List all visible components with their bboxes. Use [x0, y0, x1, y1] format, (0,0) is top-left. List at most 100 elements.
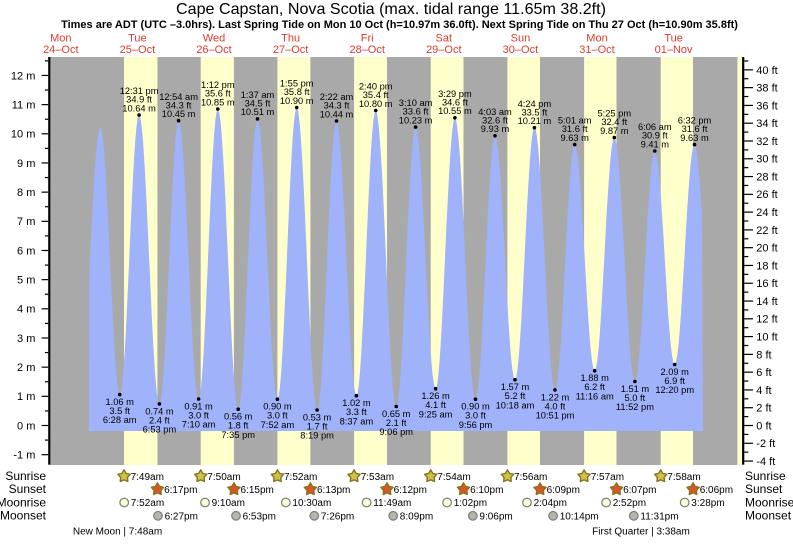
svg-text:0.91 m: 0.91 m — [184, 401, 213, 411]
svg-text:10.64 m: 10.64 m — [122, 103, 156, 113]
svg-text:30.9 ft: 30.9 ft — [642, 131, 668, 141]
svg-text:-1 m: -1 m — [13, 450, 35, 462]
svg-text:Sunrise: Sunrise — [5, 469, 46, 483]
svg-text:34.5 ft: 34.5 ft — [245, 99, 271, 109]
svg-text:3.0 ft: 3.0 ft — [267, 411, 288, 421]
svg-text:6:07pm: 6:07pm — [623, 485, 656, 496]
svg-text:0.53 m: 0.53 m — [303, 412, 332, 422]
svg-text:2.4 ft: 2.4 ft — [149, 415, 170, 425]
svg-text:28–Oct: 28–Oct — [349, 44, 384, 56]
svg-text:6 ft: 6 ft — [756, 367, 771, 379]
svg-text:30 ft: 30 ft — [756, 154, 777, 166]
svg-text:5 m: 5 m — [17, 275, 35, 287]
svg-text:1 m: 1 m — [17, 391, 35, 403]
svg-text:2:52pm: 2:52pm — [613, 498, 646, 509]
svg-text:26 ft: 26 ft — [756, 189, 777, 201]
svg-text:3.5 ft: 3.5 ft — [109, 406, 130, 416]
svg-text:2 ft: 2 ft — [756, 403, 771, 415]
svg-text:1.51 m: 1.51 m — [621, 384, 650, 394]
svg-text:4:24 pm: 4:24 pm — [518, 99, 552, 109]
svg-text:6:06 am: 6:06 am — [638, 122, 672, 132]
svg-text:12:31 pm: 12:31 pm — [120, 86, 159, 96]
svg-text:31.6 ft: 31.6 ft — [682, 124, 708, 134]
svg-text:11:31pm: 11:31pm — [640, 511, 678, 522]
svg-text:-4 ft: -4 ft — [756, 456, 775, 468]
svg-text:Moonrise: Moonrise — [0, 495, 46, 509]
svg-text:3.0 ft: 3.0 ft — [188, 411, 209, 421]
svg-text:4 m: 4 m — [17, 304, 35, 316]
svg-text:1.26 m: 1.26 m — [421, 391, 450, 401]
svg-text:10:18 am: 10:18 am — [496, 400, 535, 410]
svg-text:40 ft: 40 ft — [756, 65, 777, 77]
svg-text:33.6 ft: 33.6 ft — [403, 107, 429, 117]
svg-text:31.6 ft: 31.6 ft — [562, 124, 588, 134]
svg-text:12 ft: 12 ft — [756, 314, 777, 326]
svg-text:10.21 m: 10.21 m — [518, 116, 552, 126]
svg-text:10.55 m: 10.55 m — [438, 106, 472, 116]
svg-text:9:10am: 9:10am — [212, 498, 245, 509]
svg-text:2.1 ft: 2.1 ft — [386, 418, 407, 428]
svg-text:1.02 m: 1.02 m — [342, 398, 371, 408]
svg-text:2 m: 2 m — [17, 362, 35, 374]
svg-text:32 ft: 32 ft — [756, 136, 777, 148]
svg-text:1:12 pm: 1:12 pm — [201, 80, 235, 90]
svg-text:32.6 ft: 32.6 ft — [482, 115, 508, 125]
svg-text:9.93 m: 9.93 m — [481, 124, 510, 134]
svg-text:6:09pm: 6:09pm — [547, 485, 580, 496]
svg-text:35.8 ft: 35.8 ft — [284, 87, 310, 97]
svg-text:8:37 am: 8:37 am — [340, 416, 374, 426]
svg-text:28 ft: 28 ft — [756, 172, 777, 184]
svg-text:10:51 pm: 10:51 pm — [536, 411, 575, 421]
svg-text:6 m: 6 m — [17, 245, 35, 257]
svg-text:10.90 m: 10.90 m — [280, 96, 314, 106]
svg-text:0.90 m: 0.90 m — [461, 402, 490, 412]
svg-text:Sunset: Sunset — [9, 482, 47, 496]
svg-text:7:49am: 7:49am — [131, 472, 164, 483]
svg-text:Mon: Mon — [50, 33, 71, 45]
svg-text:2:22 am: 2:22 am — [320, 92, 354, 102]
svg-text:0 m: 0 m — [17, 420, 35, 432]
svg-text:8 ft: 8 ft — [756, 349, 771, 361]
svg-text:7:58am: 7:58am — [667, 472, 700, 483]
svg-text:0.74 m: 0.74 m — [145, 406, 174, 416]
svg-text:1.8 ft: 1.8 ft — [228, 421, 249, 431]
svg-text:7:57am: 7:57am — [591, 472, 624, 483]
svg-text:9:25 am: 9:25 am — [419, 409, 453, 419]
svg-text:2:04pm: 2:04pm — [534, 498, 567, 509]
svg-text:7:50am: 7:50am — [207, 472, 240, 483]
svg-text:0.56 m: 0.56 m — [224, 412, 253, 422]
svg-text:9.41 m: 9.41 m — [641, 139, 670, 149]
svg-text:26–Oct: 26–Oct — [196, 44, 231, 56]
svg-text:7:56am: 7:56am — [514, 472, 547, 483]
svg-text:9.87 m: 9.87 m — [600, 126, 629, 136]
svg-text:24–Oct: 24–Oct — [43, 44, 78, 56]
svg-text:31–Oct: 31–Oct — [579, 44, 614, 56]
svg-text:Tue: Tue — [664, 33, 683, 45]
svg-text:3:28pm: 3:28pm — [691, 498, 724, 509]
svg-text:Mon: Mon — [586, 33, 607, 45]
svg-text:-2 ft: -2 ft — [756, 438, 775, 450]
svg-text:Cape Capstan, Nova Scotia (max: Cape Capstan, Nova Scotia (max. tidal ra… — [176, 0, 606, 18]
svg-text:9.63 m: 9.63 m — [560, 133, 589, 143]
svg-text:4:03 am: 4:03 am — [478, 107, 512, 117]
svg-text:24 ft: 24 ft — [756, 207, 777, 219]
svg-text:14 ft: 14 ft — [756, 296, 777, 308]
svg-text:10.45 m: 10.45 m — [162, 109, 196, 119]
svg-text:7:54am: 7:54am — [437, 472, 470, 483]
svg-text:10:14pm: 10:14pm — [560, 511, 599, 522]
svg-text:Thu: Thu — [281, 33, 300, 45]
svg-text:3:10 am: 3:10 am — [399, 98, 433, 108]
svg-text:Sunrise: Sunrise — [745, 469, 786, 483]
svg-text:Moonset: Moonset — [745, 509, 792, 523]
svg-text:29–Oct: 29–Oct — [426, 44, 461, 56]
svg-text:9 m: 9 m — [17, 158, 35, 170]
svg-text:7:52am: 7:52am — [284, 472, 317, 483]
svg-text:6:15pm: 6:15pm — [241, 485, 274, 496]
svg-text:0 ft: 0 ft — [756, 420, 771, 432]
svg-text:4.0 ft: 4.0 ft — [545, 401, 566, 411]
svg-text:18 ft: 18 ft — [756, 260, 777, 272]
svg-text:11 m: 11 m — [12, 100, 36, 112]
svg-text:10 m: 10 m — [11, 129, 35, 141]
svg-text:6:27pm: 6:27pm — [165, 511, 198, 522]
svg-text:10 ft: 10 ft — [756, 332, 777, 344]
